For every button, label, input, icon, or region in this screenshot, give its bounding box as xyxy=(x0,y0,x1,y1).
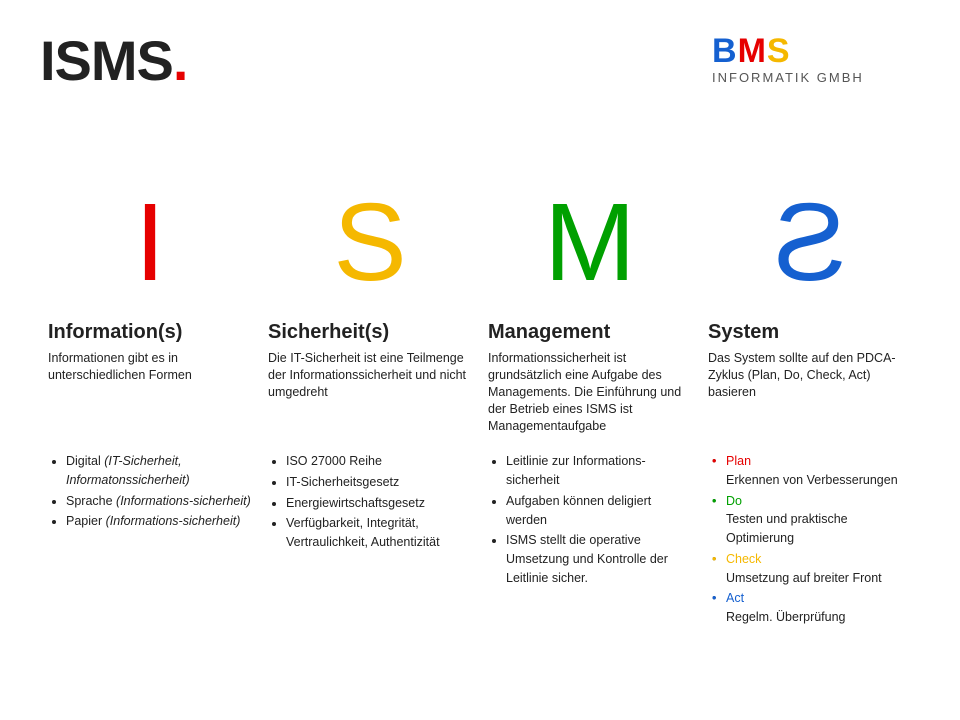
list-item: Verfügbarkeit, Integrität, Vertraulichke… xyxy=(286,514,472,552)
pdca-key: Check xyxy=(726,552,761,566)
logo-letter-b: B xyxy=(712,32,738,70)
logo-subtitle: INFORMATIK GMBH xyxy=(712,70,912,85)
pdca-value: Testen und praktische Optimierung xyxy=(726,512,848,545)
letter-col: S xyxy=(260,183,480,303)
column-heading: Information(s) xyxy=(48,321,252,344)
big-letter: M xyxy=(488,183,692,303)
letter-col: M xyxy=(480,183,700,303)
pdca-key: Act xyxy=(726,591,744,605)
pdca-value: Umsetzung auf breiter Front xyxy=(726,571,882,585)
list-item: Energiewirtschaftsgesetz xyxy=(286,494,472,513)
logo-letter-s: S xyxy=(767,32,791,70)
column-description: Das System sollte auf den PDCA-Zyklus (P… xyxy=(708,350,912,434)
list-item: Leitlinie zur Informations-sicherheit xyxy=(506,452,692,490)
list-item: ISO 27000 Reihe xyxy=(286,452,472,471)
pdca-value: Erkennen von Verbesserungen xyxy=(726,473,898,487)
column-description: Die IT-Sicherheit ist eine Teilmenge der… xyxy=(268,350,472,434)
pdca-key: Plan xyxy=(726,454,751,468)
content-col: System Das System sollte auf den PDCA-Zyk… xyxy=(700,321,920,629)
content-col: Management Informationssicherheit ist gru… xyxy=(480,321,700,629)
column-description: Informationssicherheit ist grundsätzlich… xyxy=(488,350,692,434)
list-item: IT-Sicherheitsgesetz xyxy=(286,473,472,492)
list-item: Digital (IT-Sicherheit, Informatonssiche… xyxy=(66,452,252,490)
bullet-icon: • xyxy=(712,589,716,608)
bullet-icon: • xyxy=(712,452,716,471)
big-letter: S xyxy=(268,183,472,303)
logo-letters: BMS xyxy=(712,34,912,68)
list-item: Aufgaben können deligiert werden xyxy=(506,492,692,530)
list-item: Papier (Informations-sicherheit) xyxy=(66,512,252,531)
column-heading: Sicherheit(s) xyxy=(268,321,472,344)
content-col: Information(s) Informationen gibt es in u… xyxy=(40,321,260,629)
pdca-list: • Plan Erkennen von Verbesserungen • Do Teste… xyxy=(708,452,912,627)
pdca-value: Regelm. Überprüfung xyxy=(726,610,846,624)
bullet-icon: • xyxy=(712,492,716,511)
column-heading: System xyxy=(708,321,912,344)
bullet-icon: • xyxy=(712,550,716,569)
slide: ISMS. BMS INFORMATIK GMBH ISMS Informati… xyxy=(0,0,960,720)
logo-letter-m: M xyxy=(738,32,767,70)
pdca-item: • Plan Erkennen von Verbesserungen xyxy=(712,452,912,490)
pdca-item: • Act Regelm. Überprüfung xyxy=(712,589,912,627)
letter-col: I xyxy=(40,183,260,303)
columns-row: Information(s) Informationen gibt es in u… xyxy=(40,321,920,629)
list-item: ISMS stellt die operative Umsetzung und … xyxy=(506,531,692,587)
pdca-item: • Do Testen und praktische Optimierung xyxy=(712,492,912,548)
column-description: Informationen gibt es in unterschiedlich… xyxy=(48,350,252,434)
list-item: Sprache (Informations-sicherheit) xyxy=(66,492,252,511)
bullet-list: Digital (IT-Sicherheit, Informatonssiche… xyxy=(48,452,252,531)
company-logo: BMS INFORMATIK GMBH xyxy=(712,34,912,85)
title-text: ISMS xyxy=(40,29,173,92)
title-dot: . xyxy=(173,29,188,92)
bullet-list: Leitlinie zur Informations-sicherheitAuf… xyxy=(488,452,692,587)
big-letters-row: ISMS xyxy=(40,183,920,303)
pdca-item: • Check Umsetzung auf breiter Front xyxy=(712,550,912,588)
big-letter: S xyxy=(708,183,912,303)
letter-col: S xyxy=(700,183,920,303)
big-letter: I xyxy=(48,183,252,303)
column-heading: Management xyxy=(488,321,692,344)
bullet-list: ISO 27000 Reihe IT-Sicherheitsgesetz Energ… xyxy=(268,452,472,552)
content-col: Sicherheit(s) Die IT-Sicherheit ist eine … xyxy=(260,321,480,629)
pdca-key: Do xyxy=(726,494,742,508)
